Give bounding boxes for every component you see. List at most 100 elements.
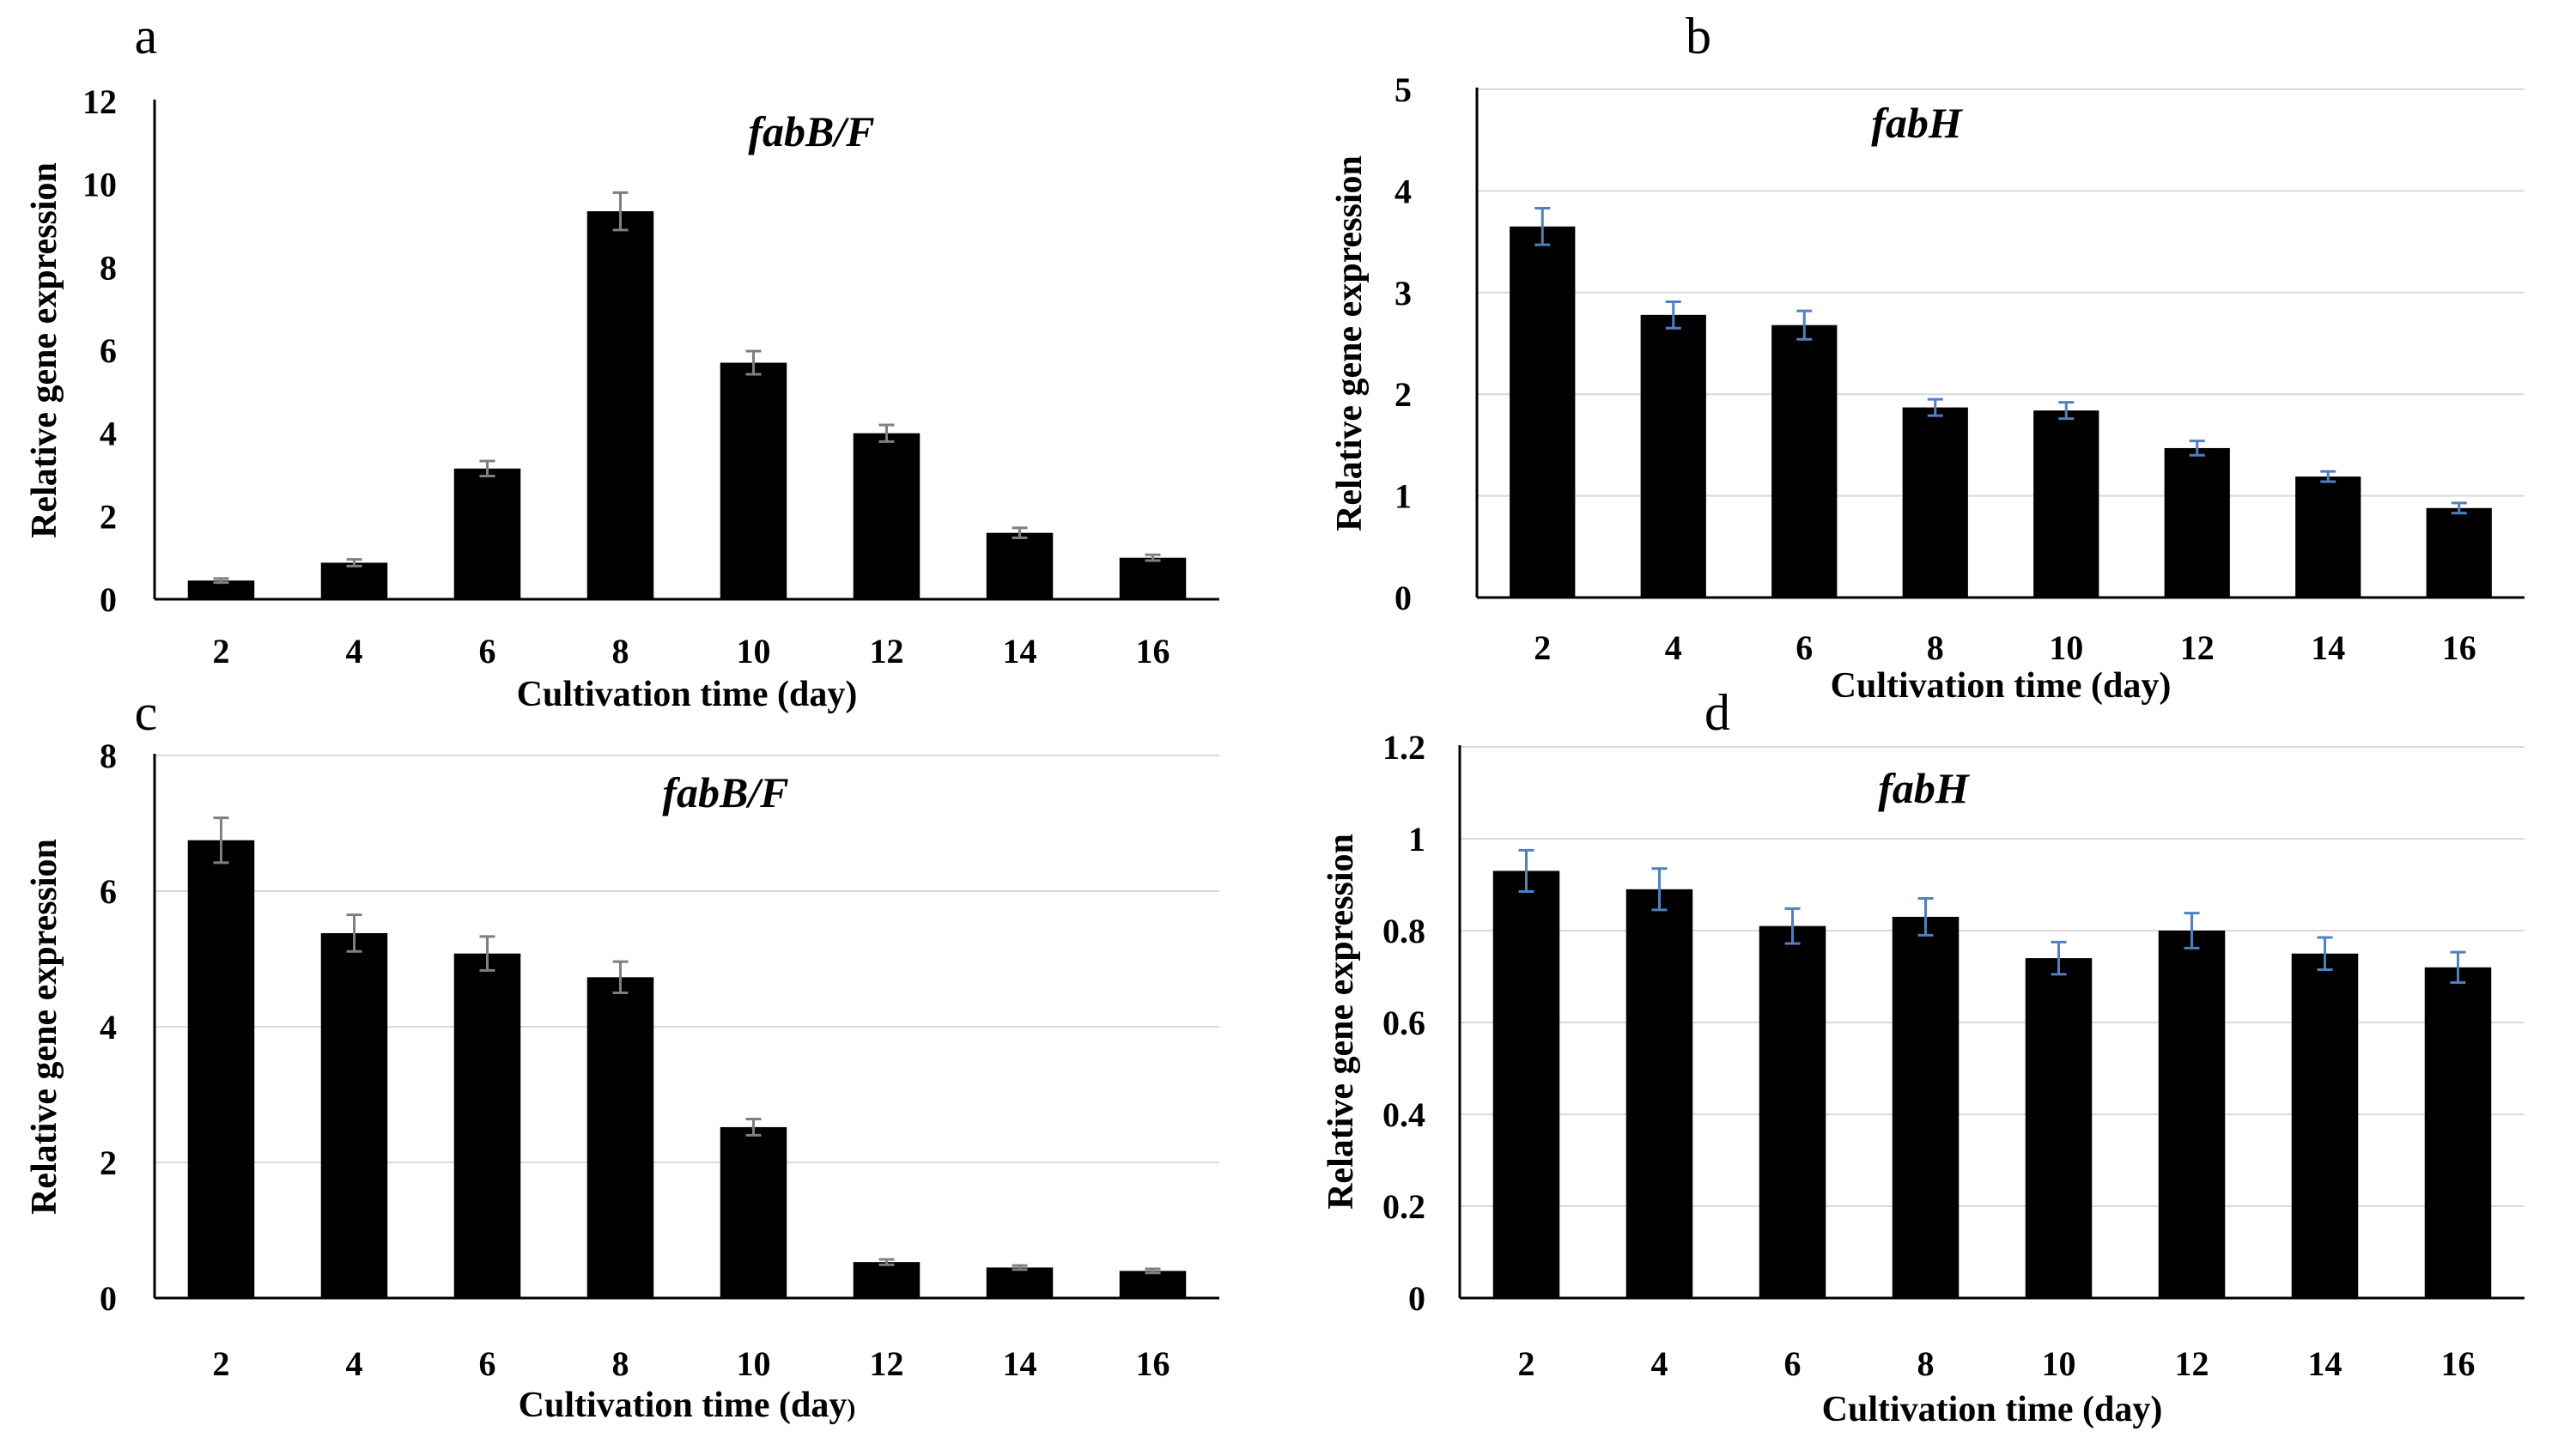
bar [453, 953, 521, 1298]
bar [986, 532, 1054, 599]
error-bar [2451, 501, 2467, 515]
error-bar [612, 191, 629, 232]
x-axis-label: Cultivation time (day) [517, 675, 858, 714]
x-tick-label: 16 [1136, 1344, 1170, 1383]
bar [2158, 931, 2226, 1298]
error-bar [1917, 897, 1934, 937]
x-axis-label: Cultivation time (day) [1831, 666, 2172, 706]
x-tick-label: 4 [1665, 628, 1682, 667]
error-bar [346, 558, 362, 567]
x-tick-label: 2 [1534, 628, 1551, 667]
bar [853, 1262, 921, 1298]
x-tick-label: 8 [1927, 628, 1944, 667]
x-tick-label: 4 [346, 632, 363, 670]
y-axis-label: Relative gene expression [25, 162, 64, 538]
error-bar [878, 1258, 895, 1266]
x-tick-label: 10 [2042, 1344, 2076, 1383]
x-axis-label-suffix: ) [847, 1394, 855, 1423]
y-tick-label: 0.8 [1382, 912, 1425, 950]
chart-title: fabB/F [748, 107, 874, 155]
y-tick-label: 0 [100, 1279, 117, 1318]
bar [1759, 925, 1826, 1298]
y-tick-label: 6 [100, 872, 117, 911]
bar [1902, 407, 1968, 598]
bar [720, 362, 787, 599]
bar [2295, 476, 2361, 598]
bar [1771, 325, 1838, 598]
bar [2164, 447, 2230, 598]
y-tick-label: 4 [100, 1008, 117, 1046]
chart-panel-a: 0 2 4 6 8 10 12 2 4 6 8 10 12 14 16 a fabB/F Relative gen… [25, 8, 1219, 714]
x-tick-label: 2 [213, 1344, 230, 1383]
y-tick-label: 5 [1394, 70, 1412, 109]
error-bar [2450, 950, 2466, 984]
x-tick-label: 12 [2180, 628, 2215, 667]
x-tick-label: 8 [612, 1344, 629, 1383]
bar [1510, 226, 1576, 598]
x-tick-label: 14 [2311, 628, 2345, 667]
bar [853, 433, 921, 599]
x-tick-label: 2 [1518, 1344, 1535, 1383]
y-tick-label: 4 [1394, 172, 1412, 210]
error-bar [612, 960, 629, 994]
chart-panel-d: 0 0.2 0.4 0.6 0.8 1 1.2 2 4 6 8 10 12 14 16 d fabH Relati… [1322, 684, 2525, 1429]
x-tick-label: 10 [737, 632, 771, 670]
bar [720, 1126, 787, 1298]
bar [2033, 410, 2099, 598]
bar [1892, 916, 1960, 1298]
bar [2424, 967, 2492, 1298]
y-tick-label: 0.6 [1382, 1004, 1425, 1042]
x-tick-label: 14 [2308, 1344, 2342, 1383]
x-tick-label: 2 [213, 632, 230, 670]
x-tick-label: 4 [1651, 1344, 1668, 1383]
bar [187, 840, 255, 1298]
y-tick-label: 4 [100, 415, 117, 453]
x-tick-label: 10 [737, 1344, 771, 1383]
x-tick-label: 16 [1136, 632, 1170, 670]
error-bar [1145, 553, 1161, 562]
error-bar [2051, 940, 2067, 976]
error-bar [1012, 526, 1028, 539]
error-bar [1927, 397, 1943, 417]
y-axis-label: Relative gene expression [1322, 834, 1361, 1210]
error-bar [1665, 300, 1681, 330]
y-axis-label: Relative gene expression [25, 839, 64, 1215]
y-tick-label: 12 [82, 82, 117, 121]
error-bar [213, 577, 229, 585]
x-tick-label: 14 [1003, 1344, 1037, 1383]
error-bar [1796, 309, 1813, 341]
error-bar [1651, 867, 1668, 912]
x-tick-label: 8 [1917, 1344, 1935, 1383]
chart-title: fabH [1871, 99, 1964, 147]
error-bar [2189, 440, 2205, 457]
chart-title: fabH [1878, 764, 1971, 812]
y-tick-label: 10 [82, 166, 117, 204]
bar [1640, 314, 1706, 598]
y-tick-label: 2 [100, 1144, 117, 1182]
y-axis-label: Relative gene expression [1330, 155, 1370, 531]
y-tick-label: 0.2 [1382, 1187, 1425, 1226]
panel-letter: c [135, 684, 158, 741]
panel-letter: d [1704, 684, 1730, 741]
x-tick-label: 6 [1784, 1344, 1802, 1383]
y-tick-label: 1 [1394, 477, 1412, 516]
x-axis-label: Cultivation time (day) [519, 1386, 856, 1425]
bar [453, 468, 521, 599]
bar [2426, 507, 2492, 598]
x-tick-label: 4 [346, 1344, 363, 1383]
y-tick-label: 0 [1394, 579, 1412, 617]
y-tick-label: 2 [100, 497, 117, 536]
bar [586, 211, 654, 600]
error-bar [1784, 907, 1801, 945]
y-tick-label: 0 [1408, 1279, 1425, 1318]
panel-letter: a [135, 8, 158, 64]
x-tick-label: 10 [2049, 628, 2083, 667]
y-tick-label: 0.4 [1382, 1095, 1425, 1134]
bar [320, 562, 388, 599]
x-tick-label: 6 [479, 632, 496, 670]
error-bar [213, 816, 229, 864]
panel-letter: b [1686, 8, 1711, 64]
y-tick-label: 1 [1408, 820, 1425, 858]
